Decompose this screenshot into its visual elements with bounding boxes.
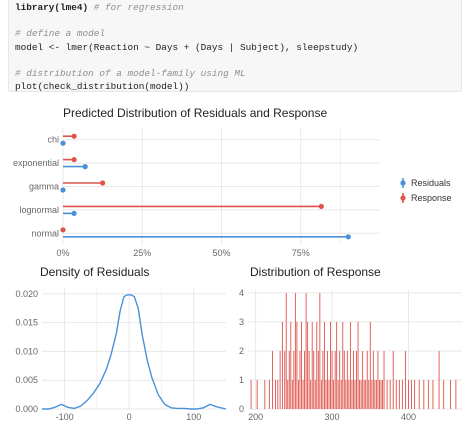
- x-tick-label: 50%: [212, 248, 230, 258]
- x-tick-label: -100: [56, 412, 74, 422]
- y-tick-label: exponential: [13, 158, 59, 168]
- lollipop-point-residuals: [82, 164, 88, 170]
- code-text: plot(check_distribution(model)): [15, 81, 190, 93]
- lollipop-point-response: [71, 133, 77, 139]
- y-tick-label: 1: [239, 375, 244, 385]
- legend-label: Residuals: [411, 178, 451, 188]
- code-comment: # distribution of a model-family using M…: [15, 67, 246, 79]
- density-line: [42, 294, 227, 410]
- chart-title: Density of Residuals: [40, 265, 149, 279]
- y-tick-label: 0: [239, 404, 244, 414]
- code-line: model <- lmer(Reaction ~ Days + (Days | …: [15, 41, 455, 54]
- y-tick-label: 0.000: [15, 404, 38, 414]
- y-tick-label: 0.015: [15, 318, 38, 328]
- code-line: plot(check_distribution(model)): [15, 80, 455, 93]
- x-tick-label: 200: [248, 412, 263, 422]
- y-tick-label: normal: [31, 228, 59, 238]
- legend-key-point: [400, 195, 406, 201]
- code-text: model <- lmer(Reaction ~ Days + (Days | …: [15, 41, 359, 53]
- marks: [42, 294, 227, 410]
- legend: Residuals Response: [400, 178, 452, 203]
- y-tick-label: 0.005: [15, 375, 38, 385]
- x-tick-label: 100: [186, 412, 201, 422]
- chart-distribution-of-response: Distribution of Response 200 300 400 0 1 2 3 4: [239, 265, 462, 422]
- code-comment: # for regression: [93, 2, 184, 13]
- y-tick-label: 0.010: [15, 346, 38, 356]
- y-tick-label: 2: [239, 346, 244, 356]
- x-tick-label: 25%: [133, 248, 151, 258]
- lollipop-point-residuals: [71, 210, 77, 216]
- grid: [42, 288, 226, 410]
- legend-key-point: [400, 180, 406, 186]
- axis-labels: 0% 25% 50% 75% chi exponential gamma lognormal n…: [13, 135, 310, 258]
- lollipop-point-residuals: [60, 187, 66, 193]
- y-tick-label: chi: [47, 135, 59, 145]
- code-line: library(lme4) # for regression: [15, 1, 455, 14]
- code-block: library(lme4) # for regression # define …: [8, 0, 462, 92]
- chart-title: Distribution of Response: [250, 265, 381, 279]
- code-line: # define a model: [15, 27, 455, 40]
- chart-predicted-distribution: Predicted Distribution of Residuals and …: [13, 106, 452, 258]
- x-tick-label: 300: [325, 412, 340, 422]
- lollipop-point-response: [71, 157, 77, 163]
- code-comment: # define a model: [15, 28, 106, 40]
- grid: [62, 128, 380, 245]
- y-tick-label: 4: [239, 288, 244, 298]
- code-text: library(lme4): [15, 2, 89, 13]
- lollipop-point-response: [318, 203, 324, 209]
- code-line: # distribution of a model-family using M…: [15, 67, 455, 80]
- legend-label: Response: [411, 193, 452, 203]
- x-tick-label: 0: [127, 412, 132, 422]
- lollipop-point-residuals: [345, 234, 351, 240]
- y-tick-label: lognormal: [19, 205, 59, 215]
- marks: [60, 133, 351, 240]
- lollipop-point-residuals: [60, 140, 66, 146]
- y-tick-label: 0.020: [15, 289, 38, 299]
- x-tick-label: 0%: [56, 248, 69, 258]
- x-tick-label: 75%: [292, 248, 310, 258]
- y-tick-label: 3: [239, 317, 244, 327]
- lollipop-point-response: [60, 227, 66, 233]
- axis-labels: -100 0 100 0.000 0.005 0.010 0.015 0.020: [15, 289, 201, 422]
- axis-labels: 200 300 400 0 1 2 3 4: [239, 288, 416, 422]
- chart-density-of-residuals: Density of Residuals -100 0 100 0.000 0.005 0…: [15, 265, 227, 422]
- x-tick-label: 400: [401, 412, 416, 422]
- marks: [250, 292, 457, 409]
- chart-title: Predicted Distribution of Residuals and …: [63, 106, 327, 120]
- lollipop-point-response: [100, 180, 106, 186]
- y-tick-label: gamma: [29, 182, 59, 192]
